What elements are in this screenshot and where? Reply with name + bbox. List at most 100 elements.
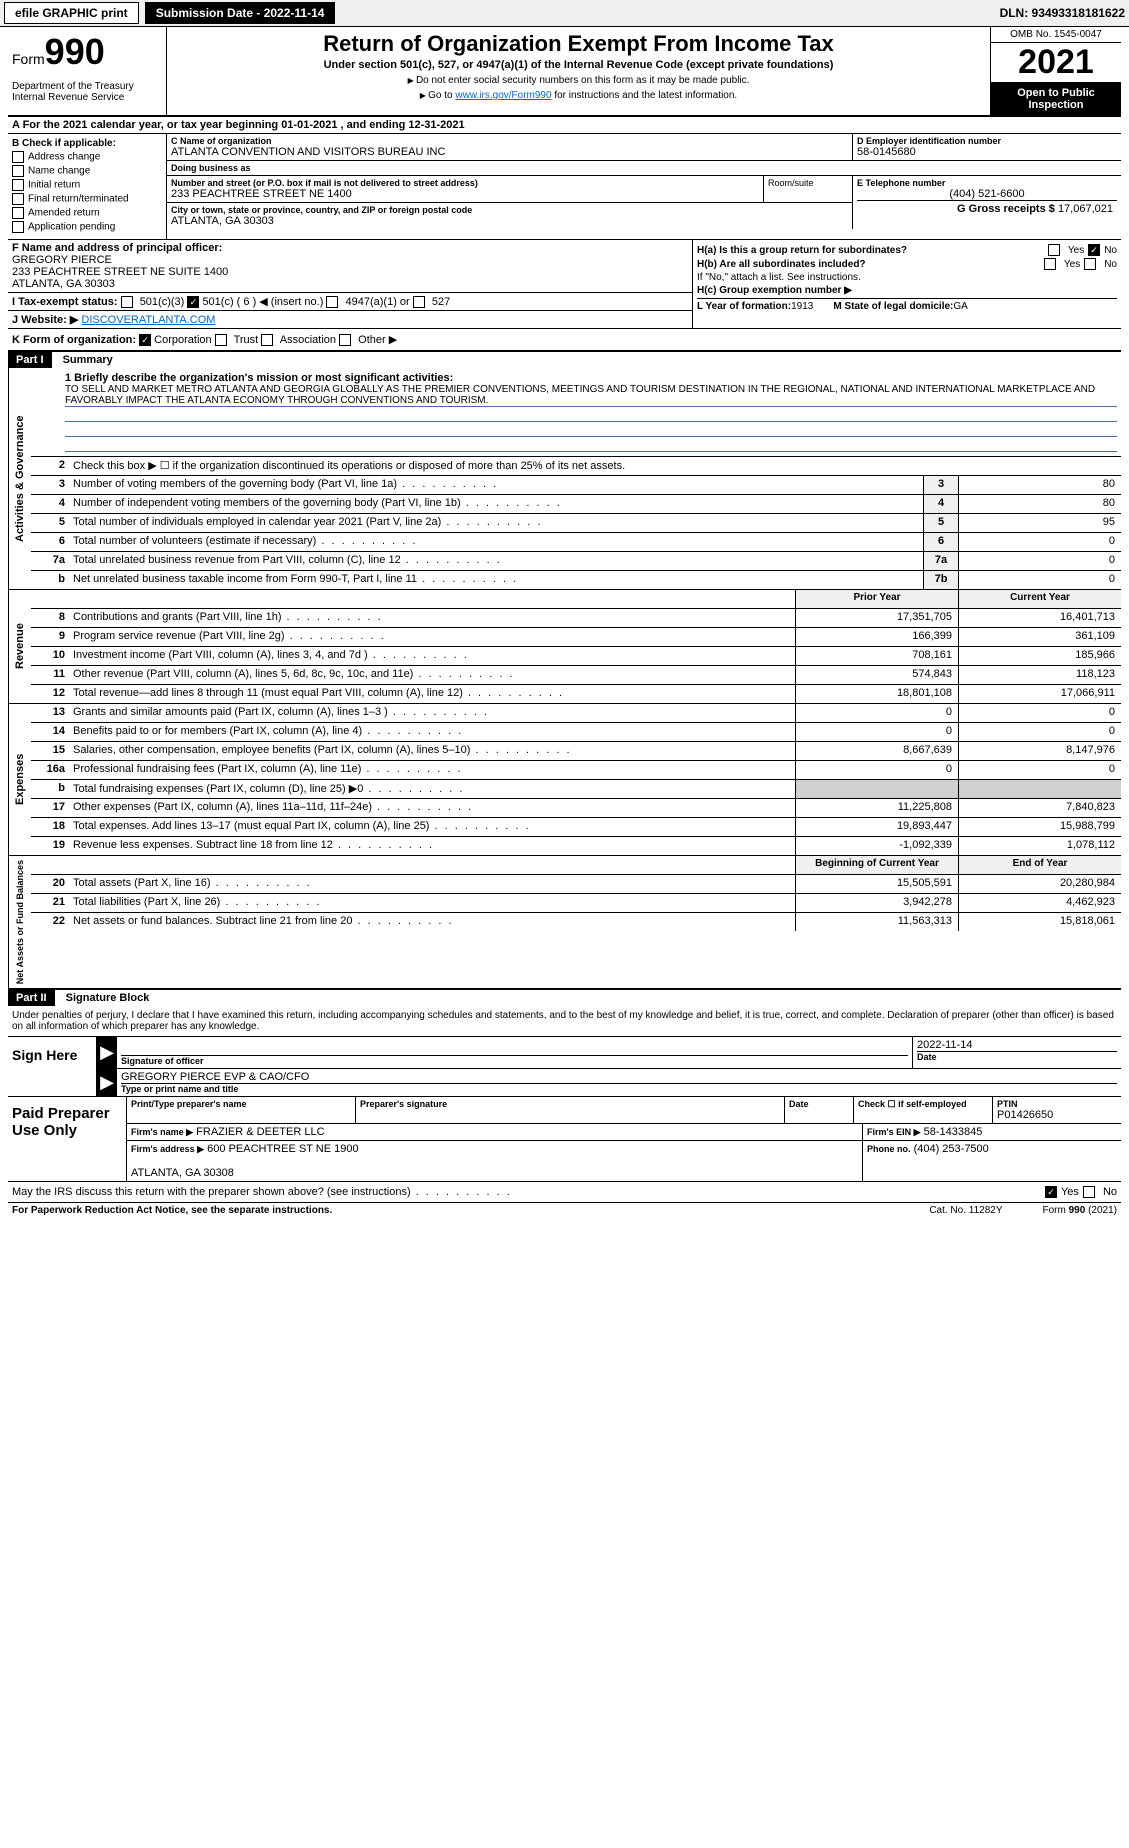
col-curr-hdr: Current Year	[958, 590, 1121, 608]
part-i-exp: Expenses 13Grants and similar amounts pa…	[8, 704, 1121, 856]
tax-year: 2021	[991, 43, 1121, 83]
l2-desc: Check this box ▶ ☐ if the organization d…	[69, 457, 1121, 475]
penalty-text: Under penalties of perjury, I declare th…	[8, 1006, 1121, 1036]
section-b-c-d: B Check if applicable: Address change Na…	[8, 134, 1121, 240]
table-row: 8Contributions and grants (Part VIII, li…	[31, 609, 1121, 628]
m-label: M State of legal domicile:	[833, 301, 953, 312]
form-prefix: Form	[12, 51, 45, 67]
chk-initial-return: Initial return	[12, 179, 162, 191]
ha-label: H(a) Is this a group return for subordin…	[697, 245, 1048, 256]
irs-link[interactable]: www.irs.gov/Form990	[455, 90, 551, 101]
na-hdr-blank	[31, 856, 69, 874]
ptin-val: P01426650	[997, 1109, 1117, 1121]
side-tab-exp: Expenses	[8, 704, 31, 855]
opt-4947: 4947(a)(1) or	[346, 296, 410, 308]
form-header: Form990 Department of the Treasury Inter…	[8, 27, 1121, 117]
table-row: 19Revenue less expenses. Subtract line 1…	[31, 837, 1121, 855]
table-row: 7aTotal unrelated business revenue from …	[31, 552, 1121, 571]
chk-address-change: Address change	[12, 151, 162, 163]
section-f-h: F Name and address of principal officer:…	[8, 240, 1121, 329]
website-link[interactable]: DISCOVERATLANTA.COM	[81, 314, 215, 326]
row-a-calendar-year: A For the 2021 calendar year, or tax yea…	[8, 117, 1121, 134]
l1-label: 1 Briefly describe the organization's mi…	[65, 372, 1117, 384]
city-label: City or town, state or province, country…	[171, 205, 848, 215]
table-row: bTotal fundraising expenses (Part IX, co…	[31, 780, 1121, 799]
city-value: ATLANTA, GA 30303	[171, 215, 848, 227]
hb-yes	[1044, 258, 1056, 270]
firm-ein-lbl: Firm's EIN ▶	[867, 1127, 921, 1137]
table-row: 21Total liabilities (Part X, line 26)3,9…	[31, 894, 1121, 913]
opt-assoc: Association	[280, 334, 336, 346]
type-name-label: Type or print name and title	[121, 1084, 1117, 1094]
firm-name-lbl: Firm's name ▶	[131, 1127, 193, 1137]
b-label: B Check if applicable:	[12, 138, 162, 149]
chk-527	[413, 296, 425, 308]
part-ii-title: Signature Block	[58, 992, 150, 1004]
street-label: Number and street (or P.O. box if mail i…	[171, 178, 759, 188]
footer-paperwork: For Paperwork Reduction Act Notice, see …	[12, 1205, 332, 1216]
table-row: bNet unrelated business taxable income f…	[31, 571, 1121, 589]
chk-assoc	[261, 334, 273, 346]
phone-value: (404) 521-6600	[857, 188, 1117, 200]
hc-label: H(c) Group exemption number ▶	[697, 285, 1117, 296]
prep-sig-lbl: Preparer's signature	[360, 1099, 780, 1109]
sign-here-label: Sign Here	[8, 1037, 97, 1096]
opt-501c: 501(c) ( 6 ) ◀ (insert no.)	[202, 296, 323, 308]
form-title: Return of Organization Exempt From Incom…	[171, 31, 986, 57]
form-number: Form990	[12, 31, 162, 73]
hb-note: If "No," attach a list. See instructions…	[697, 272, 1117, 283]
firm-phone-lbl: Phone no.	[867, 1144, 911, 1154]
table-row: 4Number of independent voting members of…	[31, 495, 1121, 514]
opt-other: Other ▶	[358, 334, 397, 346]
room-label: Room/suite	[763, 176, 852, 202]
side-tab-ag: Activities & Governance	[8, 368, 31, 589]
ptin-lbl: PTIN	[997, 1099, 1117, 1109]
sig-date-label: Date	[917, 1052, 1117, 1062]
e-phone-label: E Telephone number	[857, 178, 1117, 188]
ein-value: 58-0145680	[857, 146, 1117, 158]
opt-501c3: 501(c)(3)	[140, 296, 185, 308]
signature-block: Under penalties of perjury, I declare th…	[8, 1006, 1121, 1203]
may-irs-text: May the IRS discuss this return with the…	[12, 1186, 512, 1198]
submission-date-label: Submission Date - 2022-11-14	[145, 2, 336, 24]
open-public-badge: Open to Public Inspection	[991, 83, 1121, 115]
form-footer: For Paperwork Reduction Act Notice, see …	[8, 1203, 1121, 1218]
chk-name-change: Name change	[12, 165, 162, 177]
mission-blank-2	[65, 422, 1117, 437]
chk-amended: Amended return	[12, 207, 162, 219]
footer-formid: Form 990 (2021)	[1043, 1205, 1117, 1216]
sig-arrow-1: ▶	[97, 1037, 117, 1068]
street-value: 233 PEACHTREE STREET NE 1400	[171, 188, 759, 200]
table-row: 5Total number of individuals employed in…	[31, 514, 1121, 533]
na-hdr-desc	[69, 856, 795, 874]
table-row: 3Number of voting members of the governi…	[31, 476, 1121, 495]
dept-label: Department of the Treasury Internal Reve…	[12, 81, 162, 103]
opt-corp: Corporation	[154, 334, 211, 346]
col-begin-hdr: Beginning of Current Year	[795, 856, 958, 874]
rev-hdr-blank	[31, 590, 69, 608]
instr-pre: Go to	[428, 90, 455, 101]
chk-corp-checked	[139, 334, 151, 346]
check-self-lbl: Check ☐ if self-employed	[858, 1099, 988, 1110]
part-ii-badge: Part II	[8, 990, 55, 1006]
side-tab-na: Net Assets or Fund Balances	[8, 856, 31, 988]
table-row: 16aProfessional fundraising fees (Part I…	[31, 761, 1121, 780]
opt-527: 527	[432, 296, 450, 308]
footer-catno: Cat. No. 11282Y	[929, 1205, 1002, 1216]
chk-501c3	[121, 296, 133, 308]
firm-phone-val: (404) 253-7500	[914, 1143, 989, 1155]
hb-no	[1084, 258, 1096, 270]
table-row: 20Total assets (Part X, line 16)15,505,5…	[31, 875, 1121, 894]
part-i-rev: Revenue Prior Year Current Year 8Contrib…	[8, 590, 1121, 704]
sig-line	[121, 1039, 908, 1056]
topbar: efile GRAPHIC print Submission Date - 20…	[0, 0, 1129, 27]
table-row: 6Total number of volunteers (estimate if…	[31, 533, 1121, 552]
ha-yes	[1048, 244, 1060, 256]
officer-print-name: GREGORY PIERCE EVP & CAO/CFO	[121, 1071, 1117, 1084]
c-name-label: C Name of organization	[171, 136, 848, 146]
gross-value: 17,067,021	[1058, 203, 1113, 215]
table-row: 18Total expenses. Add lines 13–17 (must …	[31, 818, 1121, 837]
mission-text: TO SELL AND MARKET METRO ATLANTA AND GEO…	[65, 384, 1117, 407]
col-end-hdr: End of Year	[958, 856, 1121, 874]
omb-number: OMB No. 1545-0047	[991, 27, 1121, 43]
